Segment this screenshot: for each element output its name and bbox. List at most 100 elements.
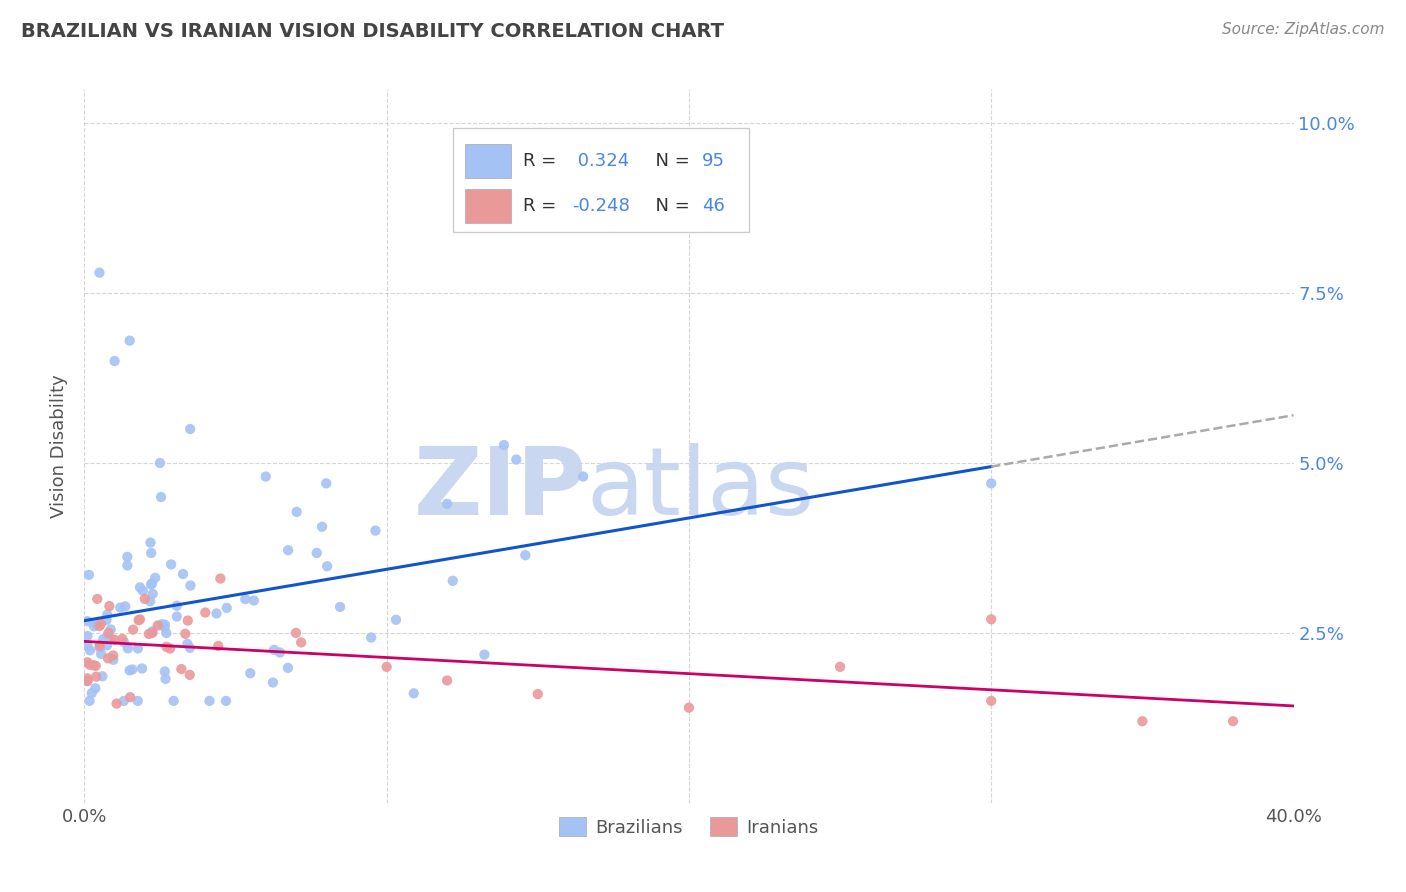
Point bbox=[76, 674, 98, 689]
Text: ZIP: ZIP bbox=[413, 442, 586, 535]
Point bbox=[980, 694, 1002, 708]
Point bbox=[141, 576, 163, 591]
Point bbox=[174, 627, 197, 641]
Point bbox=[104, 632, 127, 647]
Point bbox=[117, 558, 139, 573]
Point bbox=[141, 546, 163, 560]
Point bbox=[89, 619, 111, 633]
Point bbox=[316, 559, 339, 574]
Point bbox=[207, 639, 229, 653]
Point bbox=[166, 599, 188, 613]
Point bbox=[83, 619, 105, 633]
Point bbox=[146, 618, 169, 632]
Text: R =: R = bbox=[523, 153, 562, 170]
Point bbox=[155, 626, 177, 640]
Point bbox=[110, 600, 132, 615]
Point bbox=[97, 651, 120, 665]
Text: R =: R = bbox=[523, 197, 562, 215]
Point bbox=[179, 668, 201, 682]
Point bbox=[129, 581, 152, 595]
Point bbox=[84, 616, 107, 631]
Point bbox=[678, 700, 700, 714]
Point bbox=[215, 694, 238, 708]
Point bbox=[86, 591, 108, 606]
Point bbox=[155, 640, 177, 654]
Point bbox=[76, 629, 98, 643]
Point bbox=[198, 694, 221, 708]
Y-axis label: Vision Disability: Vision Disability bbox=[51, 374, 69, 518]
Point bbox=[139, 577, 162, 591]
Point bbox=[177, 614, 200, 628]
Point bbox=[91, 632, 114, 646]
Point bbox=[103, 648, 125, 663]
Point bbox=[76, 639, 98, 653]
Point bbox=[153, 617, 176, 632]
Point bbox=[79, 643, 101, 657]
Point bbox=[96, 638, 118, 652]
Point bbox=[89, 639, 111, 653]
Point bbox=[527, 687, 550, 701]
Point bbox=[83, 658, 105, 673]
Point bbox=[364, 524, 387, 538]
Text: 46: 46 bbox=[702, 197, 725, 215]
Point bbox=[77, 567, 100, 582]
Point bbox=[117, 549, 139, 564]
Point bbox=[153, 665, 176, 679]
Point bbox=[254, 469, 277, 483]
Point bbox=[76, 673, 98, 688]
Point bbox=[243, 593, 266, 607]
Point bbox=[118, 334, 141, 348]
Point bbox=[290, 635, 312, 649]
Point bbox=[277, 661, 299, 675]
Point bbox=[170, 662, 193, 676]
Point bbox=[311, 520, 333, 534]
Text: N =: N = bbox=[644, 197, 696, 215]
Point bbox=[112, 635, 135, 649]
Point bbox=[139, 535, 162, 549]
Point bbox=[98, 599, 121, 614]
Text: atlas: atlas bbox=[586, 442, 814, 535]
Point bbox=[139, 594, 162, 608]
Point bbox=[209, 572, 232, 586]
Point bbox=[105, 697, 128, 711]
Point bbox=[262, 675, 284, 690]
Point bbox=[117, 641, 139, 656]
Point bbox=[84, 659, 107, 673]
Point bbox=[436, 497, 458, 511]
Point bbox=[233, 592, 256, 607]
Point bbox=[402, 686, 425, 700]
Legend: Brazilians, Iranians: Brazilians, Iranians bbox=[553, 810, 825, 844]
Point bbox=[263, 643, 285, 657]
Point bbox=[515, 548, 537, 562]
Point bbox=[100, 623, 122, 637]
Point bbox=[127, 694, 149, 708]
Point bbox=[96, 607, 118, 622]
Point bbox=[111, 632, 134, 646]
Point bbox=[79, 657, 101, 672]
Point bbox=[277, 543, 299, 558]
Point bbox=[141, 626, 163, 640]
Point bbox=[980, 612, 1002, 626]
Point bbox=[84, 681, 107, 696]
Point bbox=[127, 641, 149, 656]
Point bbox=[205, 607, 228, 621]
FancyBboxPatch shape bbox=[465, 145, 512, 178]
Point bbox=[375, 660, 398, 674]
Point bbox=[103, 653, 125, 667]
Text: 95: 95 bbox=[702, 153, 725, 170]
Point bbox=[980, 476, 1002, 491]
Text: Source: ZipAtlas.com: Source: ZipAtlas.com bbox=[1222, 22, 1385, 37]
Point bbox=[474, 648, 496, 662]
Point bbox=[97, 628, 120, 642]
Point bbox=[122, 623, 145, 637]
Point bbox=[305, 546, 328, 560]
Point bbox=[385, 613, 408, 627]
Point bbox=[138, 627, 160, 641]
Point bbox=[1130, 714, 1153, 729]
Point bbox=[104, 354, 127, 368]
Point bbox=[830, 660, 852, 674]
Point bbox=[79, 694, 101, 708]
Point bbox=[166, 609, 188, 624]
Point bbox=[160, 558, 183, 572]
Point bbox=[120, 690, 142, 705]
